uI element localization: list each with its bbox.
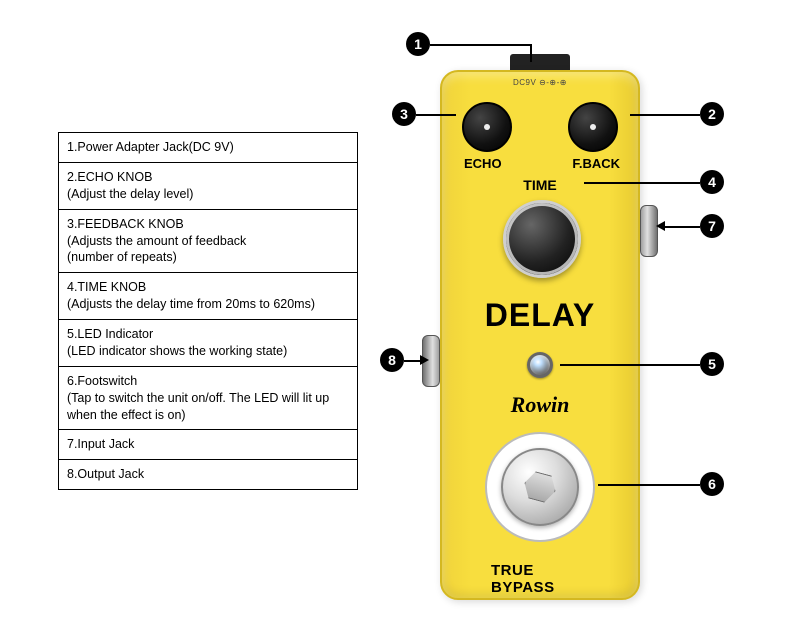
echo-knob xyxy=(462,102,512,152)
callout-2: 2 xyxy=(700,102,724,126)
lead xyxy=(560,364,700,366)
time-knob xyxy=(503,200,581,278)
hexnut-icon xyxy=(521,469,559,504)
lead xyxy=(630,114,700,116)
lead xyxy=(530,44,532,62)
lead xyxy=(665,226,700,228)
fback-label: F.BACK xyxy=(572,156,620,171)
input-jack-icon xyxy=(640,205,658,257)
callout-8: 8 xyxy=(380,348,404,372)
lead xyxy=(404,360,420,362)
lead xyxy=(598,484,700,486)
brand-logo: Rowin xyxy=(511,392,570,418)
arrow-icon xyxy=(420,355,429,365)
footswitch-button xyxy=(501,448,579,526)
footswitch-plate xyxy=(485,432,595,542)
callout-5: 5 xyxy=(700,352,724,376)
pedal-diagram: DC9V ⊖-⊕-⊕ ECHO F.BACK TIME DELAY Rowin … xyxy=(440,70,640,610)
callout-1: 1 xyxy=(406,32,430,56)
legend-row: 3.FEEDBACK KNOB(Adjusts the amount of fe… xyxy=(59,209,358,273)
callout-3: 3 xyxy=(392,102,416,126)
legend-row: 8.Output Jack xyxy=(59,460,358,490)
legend-row: 6.Footswitch(Tap to switch the unit on/o… xyxy=(59,366,358,430)
arrow-icon xyxy=(656,221,665,231)
legend-row: 2.ECHO KNOB(Adjust the delay level) xyxy=(59,162,358,209)
dc-jack-icon xyxy=(510,54,570,70)
legend-row: 7.Input Jack xyxy=(59,430,358,460)
callout-7: 7 xyxy=(700,214,724,238)
pedal-body: DC9V ⊖-⊕-⊕ ECHO F.BACK TIME DELAY Rowin … xyxy=(440,70,640,600)
echo-label: ECHO xyxy=(464,156,502,171)
legend-row: 5.LED Indicator(LED indicator shows the … xyxy=(59,320,358,367)
callout-6: 6 xyxy=(700,472,724,496)
bypass-label: TRUE BYPASS xyxy=(491,562,589,596)
lead xyxy=(584,182,700,184)
callout-4: 4 xyxy=(700,170,724,194)
lead xyxy=(430,44,530,46)
legend-row: 1.Power Adapter Jack(DC 9V) xyxy=(59,133,358,163)
time-label: TIME xyxy=(523,177,556,193)
lead xyxy=(416,114,456,116)
led-indicator-icon xyxy=(527,352,553,378)
dc-label: DC9V ⊖-⊕-⊕ xyxy=(513,78,567,87)
fback-knob xyxy=(568,102,618,152)
legend-table: 1.Power Adapter Jack(DC 9V) 2.ECHO KNOB(… xyxy=(58,132,358,490)
legend-row: 4.TIME KNOB(Adjusts the delay time from … xyxy=(59,273,358,320)
pedal-name: DELAY xyxy=(485,297,596,334)
